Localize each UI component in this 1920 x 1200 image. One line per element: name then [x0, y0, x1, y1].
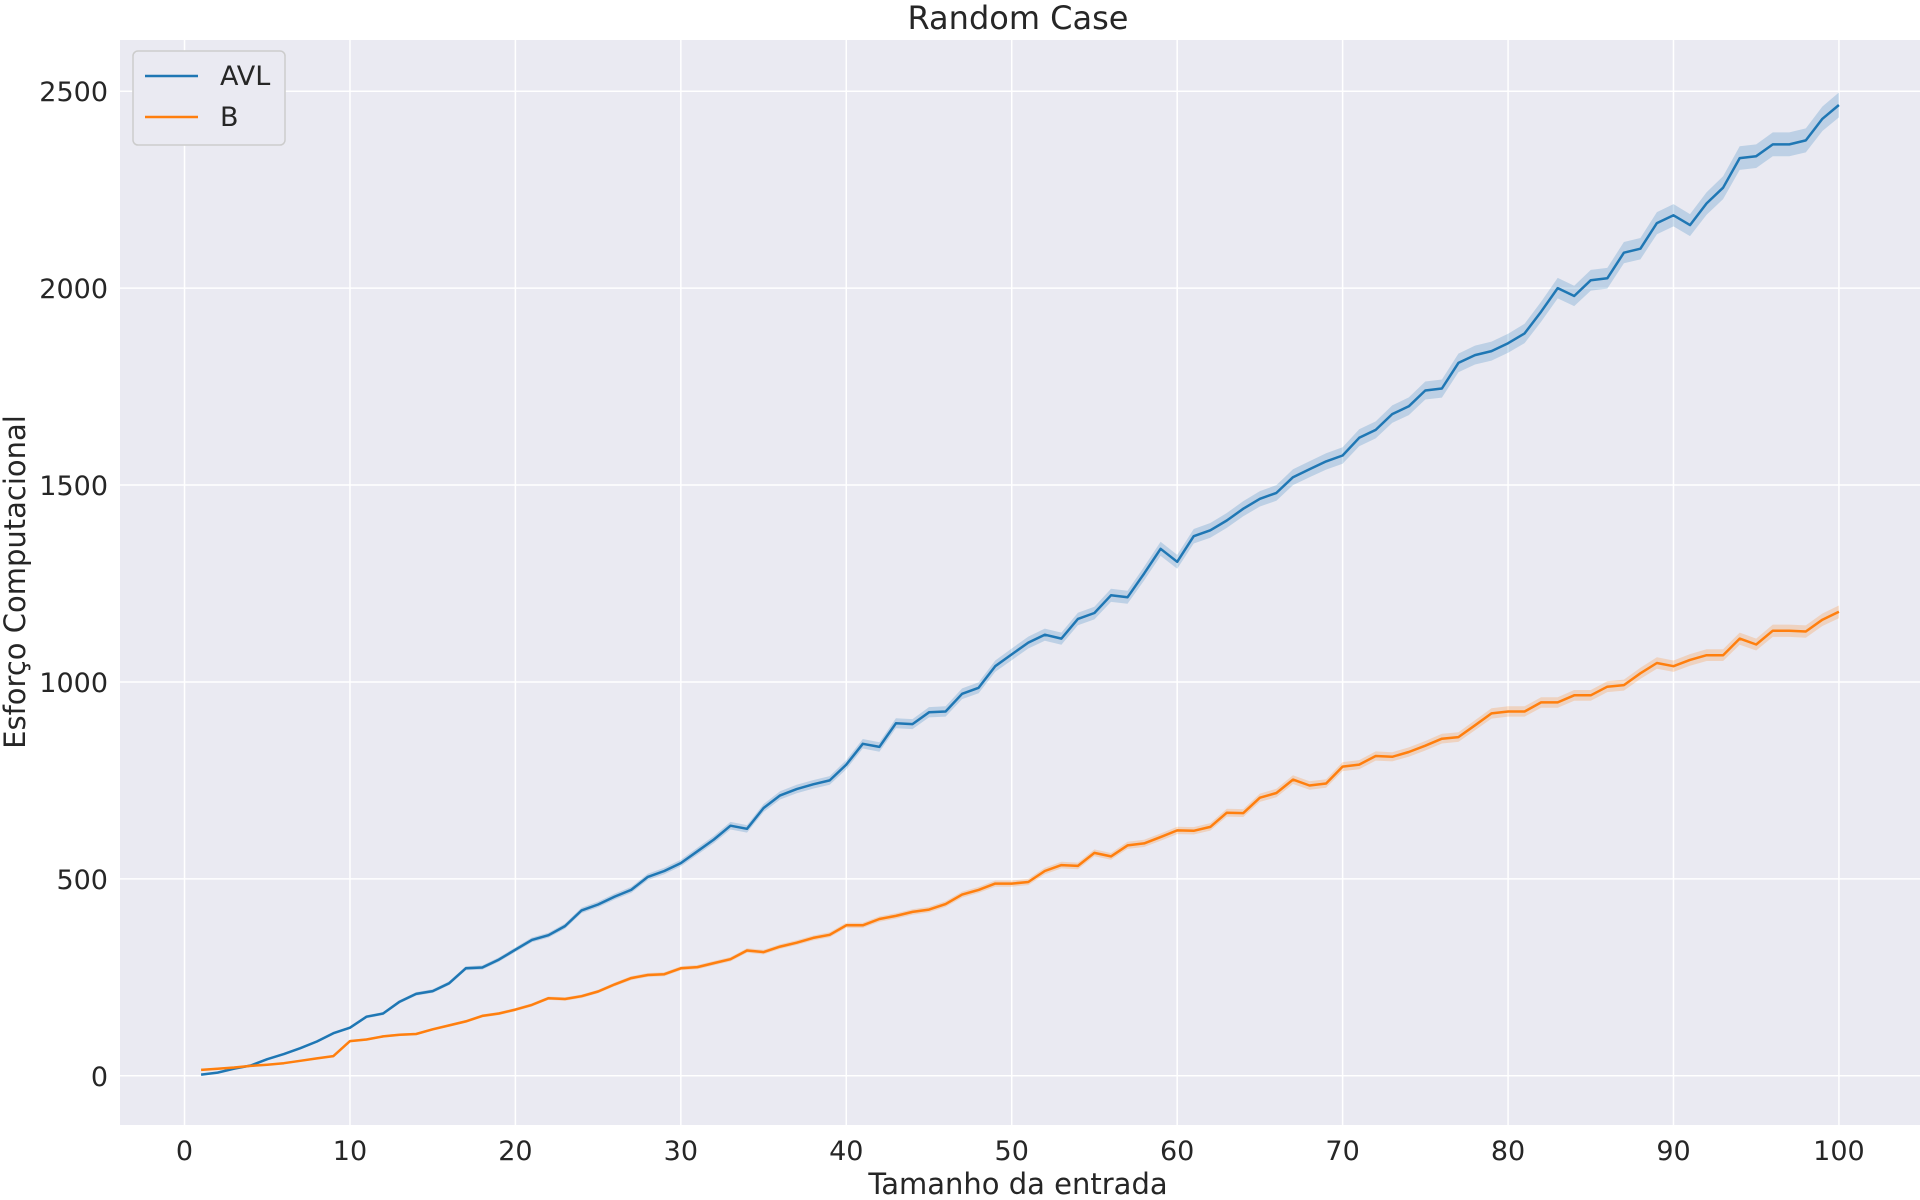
- legend-label-avl: AVL: [220, 61, 270, 92]
- x-tick-label: 30: [664, 1136, 698, 1167]
- x-tick-label: 50: [995, 1136, 1029, 1167]
- x-tick-label: 70: [1325, 1136, 1359, 1167]
- x-tick-label: 80: [1491, 1136, 1525, 1167]
- legend-box: [132, 50, 286, 146]
- x-tick-label: 40: [829, 1136, 863, 1167]
- series-line-avl: [200, 104, 1840, 1076]
- y-tick-label: 500: [56, 865, 108, 896]
- y-tick-label: 1500: [39, 471, 108, 502]
- legend-label-b: B: [220, 102, 239, 133]
- x-tick-label: 100: [1813, 1136, 1865, 1167]
- plot-background: [120, 40, 1920, 1125]
- y-tick-labels: 0 500 1000 1500 2000 2500: [39, 77, 108, 1093]
- series-line-b: [201, 610, 1840, 1072]
- series-lines: [200, 104, 1840, 1076]
- x-tick-label: 60: [1160, 1136, 1194, 1167]
- x-tick-label: 0: [176, 1136, 193, 1167]
- y-tick-label: 2000: [39, 274, 108, 305]
- x-tick-label: 20: [498, 1136, 532, 1167]
- x-tick-labels: 0 10 20 30 40 50 60 70 80 90 100: [176, 1136, 1865, 1167]
- x-tick-label: 10: [333, 1136, 367, 1167]
- x-axis-label: Tamanho da entrada: [867, 1167, 1167, 1200]
- y-tick-label: 1000: [39, 668, 108, 699]
- y-tick-label: 2500: [39, 77, 108, 108]
- chart-title: Random Case: [908, 0, 1129, 37]
- y-tick-label: 0: [91, 1062, 108, 1093]
- legend: AVL B: [132, 50, 286, 146]
- x-tick-label: 90: [1656, 1136, 1690, 1167]
- grid-lines: [120, 40, 1920, 1125]
- y-axis-label: Esforço Computacional: [0, 415, 32, 749]
